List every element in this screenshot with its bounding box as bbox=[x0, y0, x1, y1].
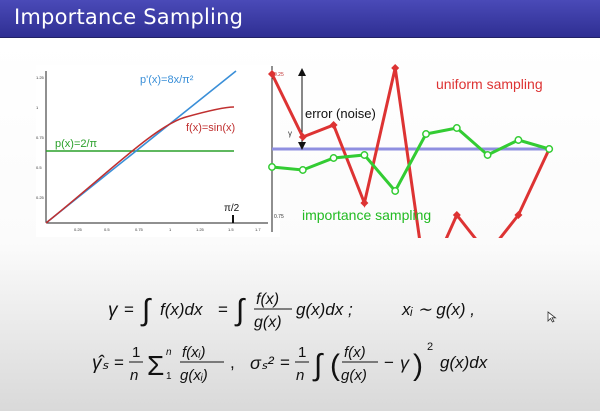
x-tick: 1 bbox=[169, 227, 172, 232]
y-tick: 0.75 bbox=[36, 135, 45, 140]
f2-sum-bottom: 1 bbox=[166, 371, 172, 382]
f1-sample: xᵢ ∼ g(x) , bbox=[401, 300, 475, 319]
formula-line-1: γ = ∫ f(x)dx = ∫ f(x) g(x) g(x)dx ; xᵢ ∼… bbox=[0, 284, 600, 338]
formula-2-svg: γ̂ₛ = 1 n Σ n 1 f(xᵢ) g(xᵢ) , σₛ² = 1 n … bbox=[92, 341, 488, 384]
formula-1-svg: γ = ∫ f(x)dx = ∫ f(x) g(x) g(x)dx ; xᵢ ∼… bbox=[108, 291, 475, 331]
importance-point bbox=[360, 151, 369, 159]
f2-rparen: ) bbox=[413, 349, 423, 382]
f2-sum: Σ bbox=[147, 350, 164, 381]
uniform-label: uniform sampling bbox=[436, 76, 543, 92]
label-f: f(x)=sin(x) bbox=[186, 122, 235, 134]
x-tick: 1.25 bbox=[196, 227, 205, 232]
uniform-series-line bbox=[270, 67, 551, 290]
f2-frac3-den: g(x) bbox=[341, 367, 367, 384]
f2-frac3-num: f(x) bbox=[344, 344, 366, 361]
f1-gamma: γ bbox=[108, 300, 119, 321]
f2-square: 2 bbox=[427, 341, 433, 353]
f2-frac-num: f(xᵢ) bbox=[182, 344, 206, 361]
f1-int2: ∫ bbox=[234, 294, 246, 327]
label-p: p(x)=2/π bbox=[55, 138, 98, 150]
x-tick: 1.7 bbox=[255, 227, 261, 232]
f1-gxdx: g(x)dx ; bbox=[296, 300, 353, 319]
f2-gamma-hat: γ̂ₛ bbox=[92, 353, 110, 374]
f1-fx: f(x)dx bbox=[160, 300, 203, 319]
error-arrowhead-bottom bbox=[298, 142, 306, 150]
y-tick: 0.5 bbox=[36, 165, 42, 170]
gamma-label: γ bbox=[288, 129, 292, 138]
error-arrowhead-top bbox=[298, 68, 306, 76]
importance-label: importance sampling bbox=[302, 207, 431, 223]
f2-n2: n bbox=[296, 367, 304, 384]
f2-gxdx: g(x)dx bbox=[440, 353, 488, 372]
importance-series-line bbox=[271, 126, 550, 194]
sin-curve bbox=[45, 106, 235, 224]
importance-point bbox=[514, 136, 523, 144]
right-plot: 0.25 0.75 γ error (noise) uniform sampli… bbox=[268, 64, 554, 290]
f1-eq2: = bbox=[218, 300, 228, 319]
label-pi-half: π/2 bbox=[224, 203, 240, 214]
f2-frac-den: g(xᵢ) bbox=[180, 367, 208, 384]
importance-point bbox=[545, 145, 554, 153]
title-bar: Importance Sampling bbox=[0, 0, 600, 38]
y-tick: 1.25 bbox=[36, 75, 45, 80]
y-tick: 1 bbox=[36, 105, 39, 110]
importance-point bbox=[268, 163, 276, 171]
uniform-point bbox=[452, 211, 461, 219]
f1-frac-den: g(x) bbox=[254, 314, 282, 331]
formula-line-2: γ̂ₛ = 1 n Σ n 1 f(xᵢ) g(xᵢ) , σₛ² = 1 n … bbox=[0, 335, 600, 399]
f2-minus: − bbox=[384, 353, 394, 372]
x-tick: 0.5 bbox=[104, 227, 110, 232]
importance-point bbox=[298, 166, 307, 174]
importance-series bbox=[268, 124, 554, 195]
left-plot: 0.25 0.5 0.75 1 1.25 1.5 1.7 1.25 1 0.75… bbox=[36, 70, 268, 232]
error-label: error (noise) bbox=[305, 106, 376, 121]
bottom-tick: 0.75 bbox=[274, 214, 284, 220]
label-p-prime: p'(x)=8x/π² bbox=[140, 74, 194, 86]
f2-eq2: = bbox=[280, 353, 290, 372]
x-tick: 1.5 bbox=[228, 227, 234, 232]
uniform-point bbox=[268, 70, 276, 78]
f1-int1: ∫ bbox=[140, 294, 152, 327]
right-plot-panel: 0.25 0.75 γ error (noise) uniform sampli… bbox=[262, 62, 566, 290]
f2-lparen: ( bbox=[330, 349, 340, 382]
uniform-point bbox=[329, 121, 338, 129]
importance-point bbox=[452, 124, 461, 132]
f2-eq: = bbox=[114, 353, 124, 372]
mouse-cursor-icon bbox=[547, 311, 557, 323]
f2-one2: 1 bbox=[298, 344, 306, 361]
uniform-point bbox=[514, 211, 523, 219]
y-tick: 0.25 bbox=[36, 195, 45, 200]
importance-point bbox=[391, 187, 400, 195]
top-tick: 0.25 bbox=[274, 72, 284, 78]
f1-eq: = bbox=[124, 300, 134, 319]
f2-sum-top: n bbox=[166, 347, 172, 358]
importance-point bbox=[422, 130, 430, 138]
f2-comma: , bbox=[230, 353, 235, 372]
f2-n: n bbox=[130, 367, 138, 384]
uniform-point bbox=[360, 199, 369, 207]
f2-gamma2: γ bbox=[400, 353, 410, 373]
x-tick: 0.25 bbox=[74, 227, 83, 232]
left-plot-panel: 0.25 0.5 0.75 1 1.25 1.5 1.7 1.25 1 0.75… bbox=[36, 65, 280, 237]
uniform-point bbox=[298, 133, 307, 141]
f2-sigma: σₛ² bbox=[250, 353, 275, 373]
f2-int: ∫ bbox=[312, 349, 324, 382]
x-tick: 0.75 bbox=[135, 227, 144, 232]
uniform-point bbox=[391, 64, 400, 72]
importance-point bbox=[329, 154, 338, 162]
importance-point bbox=[483, 151, 492, 159]
f2-one: 1 bbox=[132, 344, 140, 361]
slide-title: Importance Sampling bbox=[14, 5, 244, 29]
f1-frac-num: f(x) bbox=[256, 291, 279, 308]
